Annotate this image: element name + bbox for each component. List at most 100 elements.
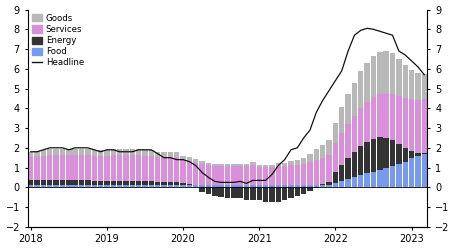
Bar xyxy=(212,166,217,185)
Bar xyxy=(162,152,167,157)
Bar xyxy=(415,156,420,187)
Bar xyxy=(206,162,211,164)
Bar xyxy=(212,185,217,187)
Bar xyxy=(168,157,173,182)
Bar xyxy=(212,164,217,166)
Bar xyxy=(162,157,167,182)
Bar xyxy=(111,149,116,155)
Bar xyxy=(313,185,319,187)
Bar xyxy=(250,162,256,164)
Bar xyxy=(269,164,275,166)
Bar xyxy=(35,156,40,180)
Bar xyxy=(390,53,395,94)
Bar xyxy=(85,185,91,187)
Bar xyxy=(85,149,91,155)
Bar xyxy=(72,185,78,187)
Bar xyxy=(320,184,325,185)
Bar xyxy=(218,187,224,197)
Bar xyxy=(193,159,198,162)
Bar xyxy=(104,156,110,182)
Bar xyxy=(35,180,40,185)
Bar xyxy=(403,65,408,98)
Bar xyxy=(422,153,427,154)
Bar xyxy=(98,185,103,187)
Bar xyxy=(28,152,33,157)
Bar xyxy=(282,187,287,200)
Bar xyxy=(352,116,357,152)
Bar xyxy=(47,155,52,180)
Bar xyxy=(155,185,160,187)
Bar xyxy=(104,185,110,187)
Bar xyxy=(250,187,256,200)
Bar xyxy=(199,164,205,185)
Bar xyxy=(345,94,351,124)
Bar xyxy=(66,149,71,155)
Bar xyxy=(231,185,237,187)
Bar xyxy=(60,180,65,185)
Bar xyxy=(225,185,230,187)
Bar xyxy=(85,180,91,185)
Bar xyxy=(136,149,142,155)
Bar xyxy=(415,153,420,156)
Bar xyxy=(396,144,402,164)
Bar xyxy=(162,185,167,187)
Bar xyxy=(257,164,262,166)
Bar xyxy=(117,155,122,182)
Bar xyxy=(339,133,344,164)
Bar xyxy=(53,180,59,185)
Bar xyxy=(282,185,287,187)
Bar xyxy=(244,166,249,185)
Bar xyxy=(276,166,281,185)
Bar xyxy=(238,185,243,187)
Bar xyxy=(269,185,275,187)
Bar xyxy=(377,94,383,137)
Bar xyxy=(180,185,186,187)
Bar xyxy=(111,155,116,182)
Bar xyxy=(403,148,408,162)
Bar xyxy=(91,185,97,187)
Bar xyxy=(377,137,383,170)
Bar xyxy=(85,155,91,180)
Bar xyxy=(130,185,135,187)
Bar xyxy=(60,155,65,180)
Bar xyxy=(225,164,230,166)
Bar xyxy=(390,140,395,166)
Bar xyxy=(168,185,173,187)
Bar xyxy=(390,166,395,187)
Bar xyxy=(117,182,122,185)
Bar xyxy=(91,182,97,185)
Bar xyxy=(79,180,84,185)
Bar xyxy=(162,182,167,185)
Bar xyxy=(263,185,268,187)
Bar xyxy=(180,160,186,183)
Bar xyxy=(218,185,224,187)
Bar xyxy=(282,162,287,166)
Bar xyxy=(238,187,243,198)
Bar xyxy=(72,180,78,185)
Bar xyxy=(364,63,370,102)
Bar xyxy=(218,166,224,185)
Bar xyxy=(212,187,217,196)
Bar xyxy=(384,51,389,94)
Bar xyxy=(295,187,300,196)
Bar xyxy=(320,145,325,158)
Bar xyxy=(180,183,186,185)
Bar xyxy=(66,185,71,187)
Bar xyxy=(257,187,262,200)
Bar xyxy=(130,182,135,185)
Bar xyxy=(72,155,78,180)
Bar xyxy=(117,149,122,155)
Bar xyxy=(41,180,46,185)
Bar xyxy=(180,156,186,160)
Bar xyxy=(123,185,129,187)
Bar xyxy=(41,185,46,187)
Bar xyxy=(155,152,160,157)
Bar xyxy=(47,149,52,155)
Bar xyxy=(174,185,179,187)
Bar xyxy=(28,157,33,180)
Bar xyxy=(199,187,205,192)
Bar xyxy=(384,94,389,138)
Bar xyxy=(193,185,198,187)
Bar xyxy=(307,154,313,162)
Bar xyxy=(250,185,256,187)
